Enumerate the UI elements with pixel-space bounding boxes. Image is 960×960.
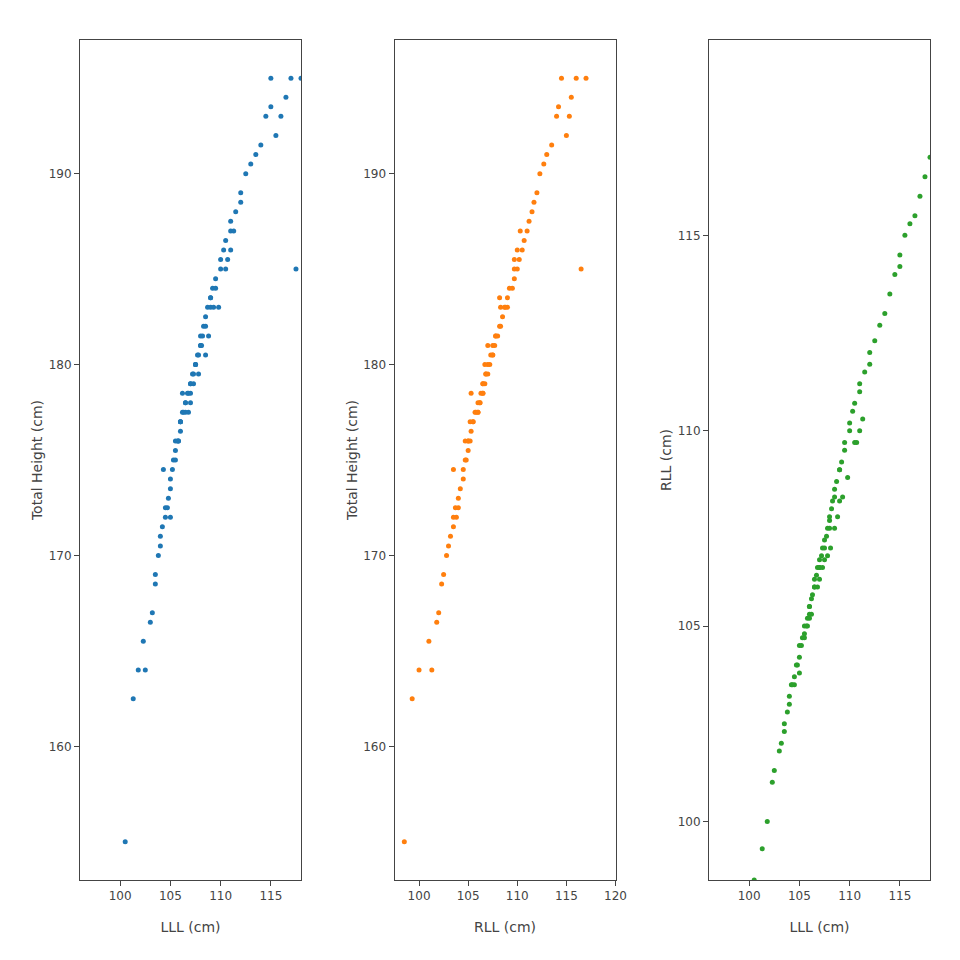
- svg-text:160: 160: [363, 740, 386, 754]
- svg-text:100: 100: [678, 815, 701, 829]
- svg-text:LLL (cm): LLL (cm): [160, 919, 220, 935]
- svg-text:115: 115: [888, 889, 911, 903]
- svg-text:170: 170: [49, 549, 72, 563]
- svg-text:100: 100: [408, 889, 431, 903]
- svg-text:115: 115: [678, 229, 701, 243]
- svg-text:160: 160: [49, 740, 72, 754]
- svg-text:110: 110: [506, 889, 529, 903]
- svg-text:170: 170: [363, 549, 386, 563]
- svg-text:LLL (cm): LLL (cm): [789, 919, 849, 935]
- svg-text:105: 105: [788, 889, 811, 903]
- svg-text:115: 115: [555, 889, 578, 903]
- svg-text:115: 115: [259, 889, 282, 903]
- svg-text:100: 100: [738, 889, 761, 903]
- svg-text:RLL (cm): RLL (cm): [474, 919, 536, 935]
- svg-text:110: 110: [838, 889, 861, 903]
- svg-text:Total Height (cm): Total Height (cm): [344, 400, 360, 521]
- svg-text:110: 110: [209, 889, 232, 903]
- svg-text:Total Height (cm): Total Height (cm): [29, 400, 45, 521]
- svg-text:110: 110: [678, 424, 701, 438]
- svg-text:180: 180: [363, 358, 386, 372]
- svg-text:RLL (cm): RLL (cm): [658, 429, 674, 491]
- svg-text:105: 105: [678, 619, 701, 633]
- svg-text:100: 100: [109, 889, 132, 903]
- svg-text:190: 190: [49, 167, 72, 181]
- svg-text:190: 190: [363, 167, 386, 181]
- svg-text:105: 105: [159, 889, 182, 903]
- svg-text:180: 180: [49, 358, 72, 372]
- svg-text:105: 105: [457, 889, 480, 903]
- svg-text:120: 120: [604, 889, 627, 903]
